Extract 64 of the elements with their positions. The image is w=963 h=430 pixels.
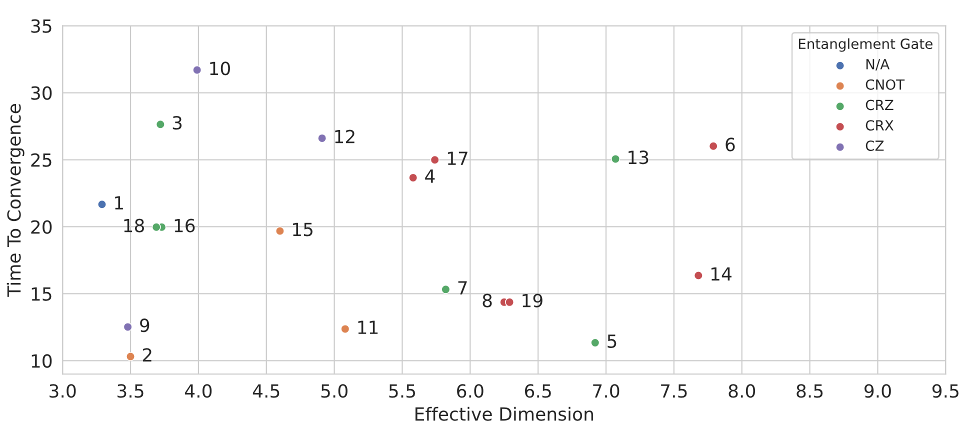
point [123,322,132,332]
legend-label: CRZ [866,100,894,110]
annotation: 15 [293,222,312,236]
annotation: 16 [174,218,195,232]
x-tick-label: 6.5 [525,384,551,398]
x-tick-label: 4.5 [252,384,280,398]
point [694,270,703,280]
annotation: 19 [522,294,542,308]
annotation: 13 [628,150,648,164]
x-tick-label: 4.0 [184,384,212,398]
point [430,155,440,164]
x-axis-title: Effective Dimension [416,406,593,421]
y-tick-label: 25 [31,153,52,167]
y-tick-label: 35 [31,19,52,33]
point [590,338,600,348]
y-tick-label: 10 [32,354,52,368]
point [126,352,136,362]
annotation: 4 [425,170,435,183]
point [504,298,514,307]
point [97,200,107,209]
point [340,324,350,334]
annotation: 3 [172,116,182,130]
y-tick-label: 15 [32,287,52,301]
point [708,142,718,151]
x-tick-label: 3.0 [50,384,76,398]
y-axis-title: Time To Convergence [6,104,24,297]
annotation: 14 [712,267,732,280]
annotation: 8 [482,294,492,308]
annotation: 5 [608,334,616,348]
annotation: 9 [140,318,150,332]
point [317,134,327,143]
x-tick-label: 7.5 [661,384,687,398]
x-tick-label: 5.5 [389,384,416,398]
y-tick-label: 30 [31,86,52,100]
y-tick-label: 20 [31,220,52,234]
point [156,120,165,129]
annotation: 1 [115,196,123,210]
legend-label: N/A [866,59,890,71]
legend-label: CNOT [866,79,905,90]
point [441,284,450,294]
x-tick-label: 5.0 [321,384,348,398]
x-tick-label: 8.5 [796,384,823,398]
annotation: 2 [142,348,152,362]
annotation: 18 [124,218,144,232]
x-tick-label: 8.0 [728,384,756,398]
x-tick-label: 9.0 [864,384,891,398]
x-tick-label: 6.0 [457,384,484,398]
legend-label: CRX [866,120,894,131]
point [408,173,418,182]
annotation: 17 [448,152,468,165]
legend-title: Entanglement Gate [798,38,932,52]
annotation: 6 [726,138,735,152]
annotation: 10 [210,62,230,76]
point [192,65,202,75]
legend-label: CZ [866,140,884,151]
x-tick-label: 3.5 [118,384,144,398]
point [275,226,285,236]
x-tick-label: 9.5 [932,384,958,398]
x-tick-label: 7.0 [593,384,620,398]
annotation: 11 [358,320,378,334]
annotation: 12 [335,130,354,144]
point [610,154,620,164]
annotation: 7 [458,281,467,294]
point [152,222,161,232]
